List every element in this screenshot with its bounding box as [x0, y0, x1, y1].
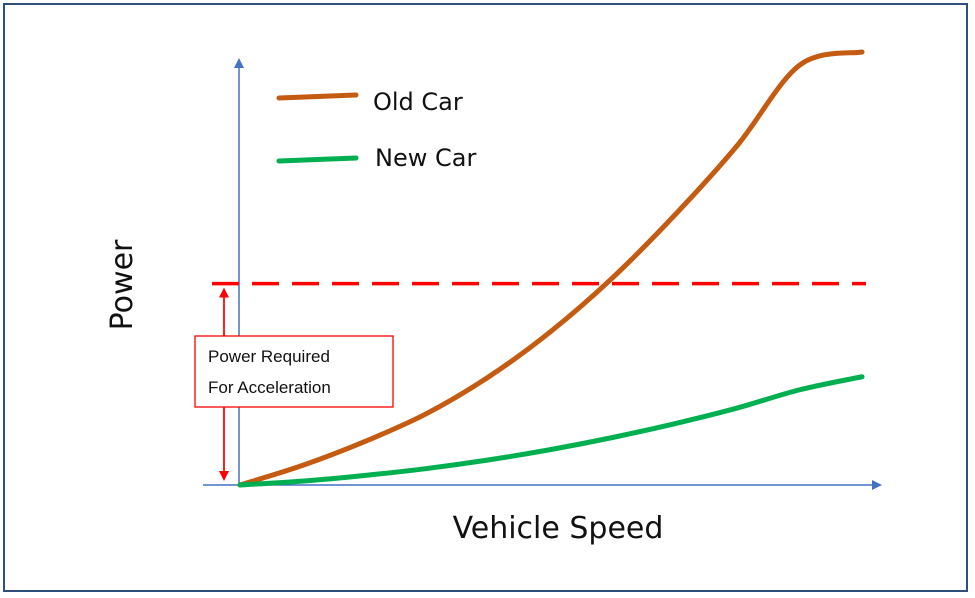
legend-swatch-new-car [276, 155, 359, 164]
legend-label-old-car: Old Car [373, 88, 463, 116]
annotation-line-1: Power Required [208, 347, 330, 366]
annotation-line-2: For Acceleration [208, 378, 331, 397]
annotation-box [194, 335, 394, 408]
annotation-group: Power Required For Acceleration [194, 335, 394, 408]
y-axis-title: Power [105, 239, 140, 330]
chart-frame [3, 3, 968, 592]
series-group [237, 49, 865, 488]
series-line-new-car [237, 374, 865, 488]
x-axis-title: Vehicle Speed [453, 511, 664, 546]
series-line-old-car [237, 49, 865, 488]
axes [203, 58, 882, 490]
legend-label-new-car: New Car [375, 144, 476, 172]
legend: Old Car New Car [276, 88, 476, 172]
legend-swatch-old-car [276, 92, 359, 101]
